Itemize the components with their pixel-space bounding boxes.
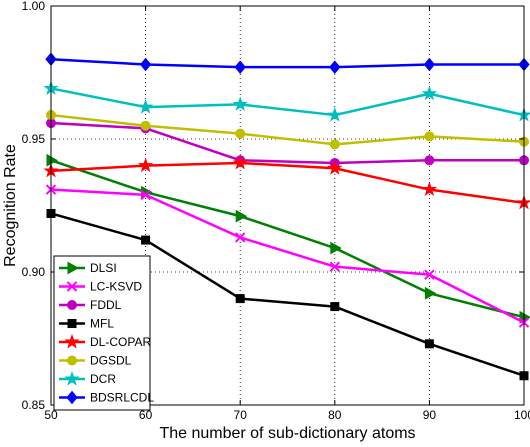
data-point — [137, 99, 154, 114]
y-tick-label: 0.85 — [22, 398, 46, 412]
legend-marker — [66, 281, 78, 292]
data-point — [423, 57, 436, 72]
x-axis-label: The number of sub-dictionary atoms — [159, 425, 415, 442]
legend-item: DGSDL — [59, 354, 132, 368]
legend-label: BDSRLCDL — [90, 391, 154, 405]
legend-item: LC-KSVD — [59, 280, 142, 294]
x-tick-label: 80 — [328, 408, 342, 422]
data-point — [327, 107, 343, 122]
y-tick-label: 0.95 — [22, 132, 46, 146]
data-point — [424, 286, 437, 300]
legend-item: DLSI — [59, 261, 117, 275]
series-line — [50, 121, 524, 165]
data-point — [232, 154, 248, 170]
series-dlsi — [46, 153, 530, 324]
ticks: 50 60 70 80 90 100 0.85 0.90 0.95 1.00 — [22, 0, 530, 422]
legend-item: MFL — [59, 317, 114, 331]
x-tick-label: 100 — [514, 408, 530, 422]
data-point — [424, 131, 435, 142]
legend-item: DL-COPAR — [59, 333, 151, 349]
y-tick-label: 1.00 — [22, 0, 46, 13]
legend-label: DGSDL — [90, 354, 132, 368]
series-dgsdl — [46, 110, 529, 150]
y-tick-label: 0.90 — [22, 265, 46, 279]
legend-marker — [64, 370, 80, 386]
series-line — [50, 57, 524, 69]
data-point — [234, 60, 246, 74]
legend-marker — [67, 355, 77, 366]
data-point — [424, 339, 434, 349]
data-point — [329, 139, 340, 150]
series-line — [50, 159, 525, 319]
series-bdsrlcdl — [45, 52, 530, 74]
data-point — [141, 235, 151, 245]
data-point — [235, 294, 245, 304]
series-line — [50, 188, 525, 324]
data-point — [424, 155, 435, 166]
data-point — [232, 96, 248, 111]
data-point — [137, 157, 154, 173]
data-point — [330, 302, 340, 312]
data-point — [234, 232, 246, 243]
plot-frame — [50, 5, 525, 406]
legend-label: FDDL — [90, 298, 122, 312]
data-point — [140, 189, 151, 201]
legend-label: LC-KSVD — [90, 280, 142, 294]
x-tick-label: 90 — [423, 408, 437, 422]
legend-marker — [67, 319, 77, 328]
series-line — [50, 113, 525, 146]
legend-marker — [66, 390, 78, 405]
legend-label: DCR — [90, 372, 116, 386]
legend: DLSI LC-KSVD FDDL MFL DL-COPAR DGSDL DCR BDSRLC… — [53, 255, 154, 411]
data-point — [235, 128, 246, 139]
legend-label: DL-COPAR — [90, 335, 151, 349]
data-point — [139, 57, 152, 72]
data-point — [330, 241, 342, 255]
legend-marker — [67, 261, 80, 275]
data-point — [329, 261, 341, 272]
x-tick-label: 50 — [44, 408, 58, 422]
series-group — [43, 52, 530, 381]
data-point — [46, 153, 59, 167]
x-tick-label: 60 — [139, 408, 153, 422]
series-line — [50, 212, 525, 377]
data-point — [235, 209, 248, 223]
series-line — [50, 87, 525, 117]
y-axis-label: Recognition Rate — [2, 144, 19, 267]
legend-label: MFL — [90, 317, 114, 331]
legend-item: FDDL — [59, 298, 122, 312]
data-point — [140, 120, 151, 131]
series-dcr — [43, 80, 530, 122]
legend-box — [53, 255, 151, 411]
data-point — [329, 60, 341, 74]
data-point — [421, 181, 438, 197]
x-tick-label: 70 — [234, 408, 248, 422]
legend-item: DCR — [59, 370, 116, 386]
series-line — [50, 161, 525, 205]
data-point — [421, 85, 438, 101]
data-point — [327, 160, 343, 175]
legend-marker — [64, 333, 80, 349]
legend-marker — [67, 300, 77, 310]
legend-item: BDSRLCDL — [59, 391, 154, 405]
data-point — [424, 269, 435, 280]
legend-label: DLSI — [90, 261, 117, 275]
